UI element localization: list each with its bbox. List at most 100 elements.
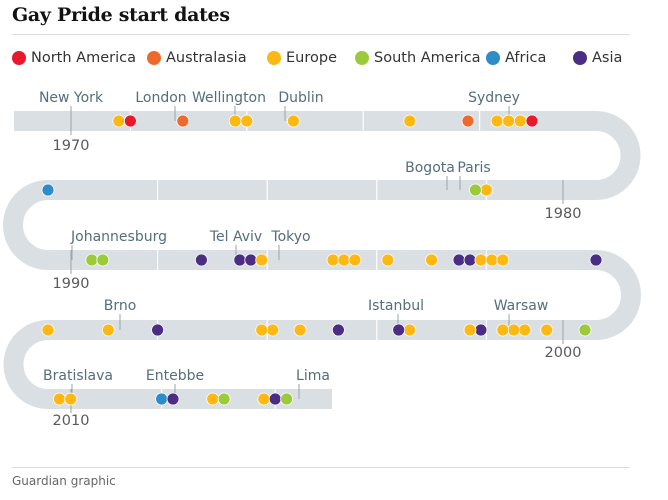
bottom-divider: [12, 467, 630, 468]
event-dot-asia: [392, 323, 406, 337]
event-dot-europe: [490, 114, 504, 128]
decade-labels: 1970 1980 1990 2000 2010: [53, 111, 582, 429]
city-label-entebbe: Entebbe: [146, 368, 204, 384]
event-dot-europe: [479, 183, 493, 197]
decade-label: 1980: [545, 206, 582, 222]
event-dot-europe: [326, 253, 340, 267]
event-dot-europe: [381, 253, 395, 267]
event-dots: [41, 114, 603, 406]
event-dot-europe: [41, 323, 55, 337]
event-dot-europe: [240, 114, 254, 128]
event-dot-europe: [337, 253, 351, 267]
event-dot-asia: [589, 253, 603, 267]
event-dot-europe: [293, 323, 307, 337]
event-dot-africa: [155, 392, 169, 406]
event-dot-south-america: [280, 392, 294, 406]
event-dot-africa: [41, 183, 55, 197]
event-dot-europe: [403, 323, 417, 337]
event-dot-europe: [513, 114, 527, 128]
city-label-wellington: Wellington: [192, 90, 266, 106]
event-dot-south-america: [468, 183, 482, 197]
event-dot-europe: [518, 323, 532, 337]
legend-swatch: [573, 51, 587, 65]
source-credit: Guardian graphic: [12, 474, 116, 488]
event-dot-asia: [151, 323, 165, 337]
legend-swatch: [355, 51, 369, 65]
city-label-lima: Lima: [296, 368, 330, 384]
legend-label: Europe: [286, 50, 337, 66]
event-dot-asia: [268, 392, 282, 406]
legend-swatch: [486, 51, 500, 65]
event-dot-asia: [452, 253, 466, 267]
event-dot-europe: [463, 323, 477, 337]
legend-swatch: [267, 51, 281, 65]
timeline-chart: New York London Wellington Dublin Sydney Bogo…: [3, 90, 641, 429]
decade-label: 2000: [545, 345, 582, 361]
page-title: Gay Pride start dates: [12, 4, 230, 26]
event-dot-asia: [463, 253, 477, 267]
event-dot-south-america: [85, 253, 99, 267]
legend-item-australasia: Australasia: [147, 50, 247, 66]
event-dot-europe: [403, 114, 417, 128]
event-dot-north-america: [123, 114, 137, 128]
city-label-sydney: Sydney: [468, 90, 520, 106]
event-dot-asia: [166, 392, 180, 406]
event-dot-europe: [496, 323, 510, 337]
city-labels: New York London Wellington Dublin Sydney Bogo…: [39, 90, 548, 399]
event-dot-europe: [474, 253, 488, 267]
legend-swatch: [12, 51, 26, 65]
timeline-track: [3, 111, 641, 409]
event-dot-asia: [194, 253, 208, 267]
legend-item-south-america: South America: [355, 50, 481, 66]
event-dot-north-america: [525, 114, 539, 128]
event-dot-europe: [64, 392, 78, 406]
event-dot-asia: [233, 253, 247, 267]
event-dot-australasia: [461, 114, 475, 128]
event-dot-europe: [255, 323, 269, 337]
legend: North America Australasia Europe South Amer…: [12, 50, 652, 72]
decade-label: 2010: [53, 413, 90, 429]
event-dot-asia: [244, 253, 258, 267]
top-divider: [12, 34, 630, 35]
legend-swatch: [147, 51, 161, 65]
legend-label: Asia: [592, 50, 623, 66]
legend-label: Australasia: [166, 50, 247, 66]
event-dot-south-america: [217, 392, 231, 406]
city-label-bratislava: Bratislava: [43, 368, 113, 384]
city-label-bogota: Bogota: [405, 160, 455, 176]
city-label-tel-aviv: Tel Aviv: [209, 229, 262, 245]
city-label-warsaw: Warsaw: [494, 298, 549, 314]
timeline-path: [3, 111, 641, 409]
event-dot-europe: [425, 253, 439, 267]
legend-label: North America: [31, 50, 136, 66]
event-dot-europe: [507, 323, 521, 337]
event-dot-europe: [348, 253, 362, 267]
event-dot-europe: [540, 323, 554, 337]
event-dot-asia: [331, 323, 345, 337]
city-label-johannesburg: Johannesburg: [70, 229, 167, 245]
legend-item-europe: Europe: [267, 50, 337, 66]
city-label-new-york: New York: [39, 90, 104, 106]
legend-label: South America: [374, 50, 481, 66]
event-dot-south-america: [578, 323, 592, 337]
event-dot-europe: [266, 323, 280, 337]
legend-item-asia: Asia: [573, 50, 622, 66]
decade-label: 1970: [53, 138, 90, 154]
event-dot-europe: [257, 392, 271, 406]
event-dot-europe: [496, 253, 510, 267]
event-dot-europe: [112, 114, 126, 128]
event-dot-asia: [474, 323, 488, 337]
event-dot-europe: [53, 392, 66, 406]
city-label-istanbul: Istanbul: [368, 298, 424, 314]
event-dot-europe: [502, 114, 516, 128]
city-label-brno: Brno: [104, 298, 137, 314]
event-dot-europe: [286, 114, 300, 128]
legend-item-africa: Africa: [486, 50, 546, 66]
event-dot-australasia: [176, 114, 190, 128]
event-dot-europe: [255, 253, 269, 267]
city-label-london: London: [135, 90, 186, 106]
event-dot-south-america: [96, 253, 110, 267]
city-label-paris: Paris: [457, 160, 490, 176]
event-dot-europe: [228, 114, 242, 128]
event-dot-europe: [101, 323, 115, 337]
